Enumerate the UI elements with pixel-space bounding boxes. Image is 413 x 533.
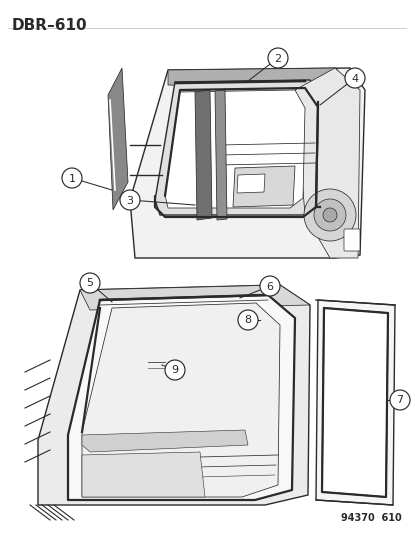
Text: 5: 5 (86, 279, 93, 288)
Circle shape (267, 48, 287, 68)
Circle shape (165, 360, 185, 380)
Circle shape (344, 68, 364, 88)
Text: 8: 8 (244, 316, 251, 326)
Polygon shape (315, 300, 394, 505)
Circle shape (120, 190, 140, 210)
Polygon shape (168, 68, 349, 90)
Circle shape (389, 390, 409, 410)
Polygon shape (82, 303, 279, 497)
Polygon shape (165, 90, 304, 208)
Circle shape (62, 168, 82, 188)
Text: 1: 1 (68, 174, 75, 183)
Text: 2: 2 (274, 53, 281, 63)
Polygon shape (130, 68, 364, 258)
Polygon shape (294, 68, 359, 258)
Circle shape (322, 208, 336, 222)
Text: 6: 6 (266, 281, 273, 292)
Polygon shape (214, 90, 226, 220)
Circle shape (259, 276, 279, 296)
Polygon shape (233, 166, 294, 207)
Text: 9: 9 (171, 366, 178, 376)
FancyBboxPatch shape (343, 229, 359, 251)
Text: 7: 7 (396, 395, 403, 406)
Text: 94370  610: 94370 610 (340, 513, 401, 523)
Polygon shape (236, 174, 264, 193)
Circle shape (80, 273, 100, 293)
Polygon shape (82, 430, 247, 452)
Circle shape (313, 199, 345, 231)
Polygon shape (108, 68, 128, 210)
Polygon shape (38, 285, 309, 505)
Polygon shape (80, 285, 309, 310)
Circle shape (303, 189, 355, 241)
Polygon shape (154, 80, 319, 215)
Polygon shape (321, 308, 387, 497)
Text: DBR–610: DBR–610 (12, 18, 88, 33)
Polygon shape (195, 90, 211, 220)
Circle shape (237, 310, 257, 330)
Text: 3: 3 (126, 196, 133, 206)
Polygon shape (68, 295, 294, 500)
Polygon shape (82, 452, 204, 497)
Text: 4: 4 (351, 74, 358, 84)
